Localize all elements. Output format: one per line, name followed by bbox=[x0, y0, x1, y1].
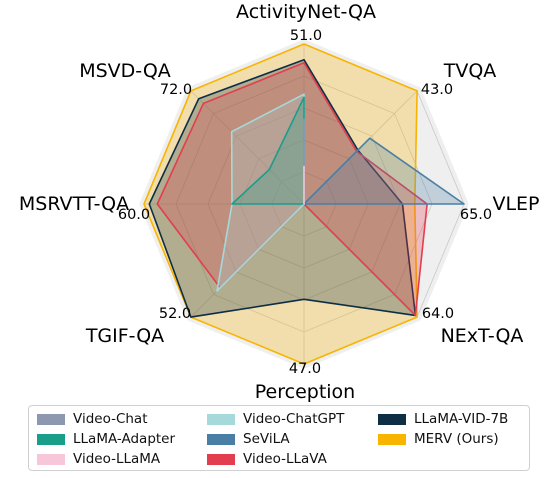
series-llama-vid-7b bbox=[148, 58, 417, 318]
axis-max-value-vlep: 65.0 bbox=[460, 207, 492, 223]
axis-label-next-qa: NExT-QA bbox=[441, 325, 524, 347]
legend-item-video-chat: Video-Chat bbox=[37, 410, 148, 428]
legend-label: Video-LLaVA bbox=[243, 451, 327, 467]
legend-swatch bbox=[378, 413, 406, 425]
axis-max-value-perception: 47.0 bbox=[289, 361, 321, 377]
axis-max-value-next-qa: 64.0 bbox=[422, 306, 454, 322]
axis-label-vlep: VLEP bbox=[492, 193, 539, 215]
legend-swatch bbox=[207, 453, 235, 465]
axis-label-activitynet-qa: ActivityNet-QA bbox=[236, 1, 376, 23]
series-sevila bbox=[303, 137, 465, 205]
axis-max-value-tvqa: 43.0 bbox=[421, 82, 453, 98]
legend-label: LLaMA-Adapter bbox=[73, 431, 176, 447]
axis-max-value-activitynet-qa: 51.0 bbox=[290, 28, 322, 44]
legend-label: LLaMA-VID-7B bbox=[414, 411, 509, 427]
legend-swatch bbox=[37, 413, 65, 425]
legend-item-sevila: SeViLA bbox=[207, 430, 290, 448]
axis-label-perception: Perception bbox=[255, 381, 355, 403]
legend-swatch bbox=[207, 413, 235, 425]
legend-label: Video-ChatGPT bbox=[243, 411, 345, 427]
axis-label-msrvtt-qa: MSRVTT-QA bbox=[19, 193, 129, 215]
legend-label: Video-Chat bbox=[73, 411, 148, 427]
legend-label: Video-LLaMA bbox=[73, 451, 161, 467]
axis-max-value-tgif-qa: 52.0 bbox=[159, 306, 191, 322]
legend-swatch bbox=[378, 433, 406, 445]
legend-item-video-chatgpt: Video-ChatGPT bbox=[207, 410, 344, 428]
axis-label-tgif-qa: TGIF-QA bbox=[85, 325, 164, 347]
legend-label: MERV (Ours) bbox=[414, 431, 499, 447]
axis-label-tvqa: TVQA bbox=[443, 60, 497, 82]
legend-item-video-llama: Video-LLaMA bbox=[37, 450, 160, 468]
legend-swatch bbox=[37, 453, 65, 465]
legend-swatch bbox=[37, 433, 65, 445]
legend-swatch bbox=[207, 433, 235, 445]
legend-item-llama-adapter: LLaMA-Adapter bbox=[37, 430, 175, 448]
legend-label: SeViLA bbox=[243, 431, 290, 447]
legend-item-llama-vid-7b: LLaMA-VID-7B bbox=[378, 410, 508, 428]
legend-item-merv: MERV (Ours) bbox=[378, 430, 499, 448]
axis-max-value-msrvtt-qa: 60.0 bbox=[118, 207, 150, 223]
grid-spoke bbox=[190, 90, 305, 205]
axis-max-value-msvd-qa: 72.0 bbox=[160, 82, 192, 98]
legend: Video-Chat LLaMA-Adapter Video-LLaMA Vid… bbox=[28, 405, 530, 471]
legend-item-video-llava: Video-LLaVA bbox=[207, 450, 327, 468]
axis-label-msvd-qa: MSVD-QA bbox=[79, 60, 171, 82]
